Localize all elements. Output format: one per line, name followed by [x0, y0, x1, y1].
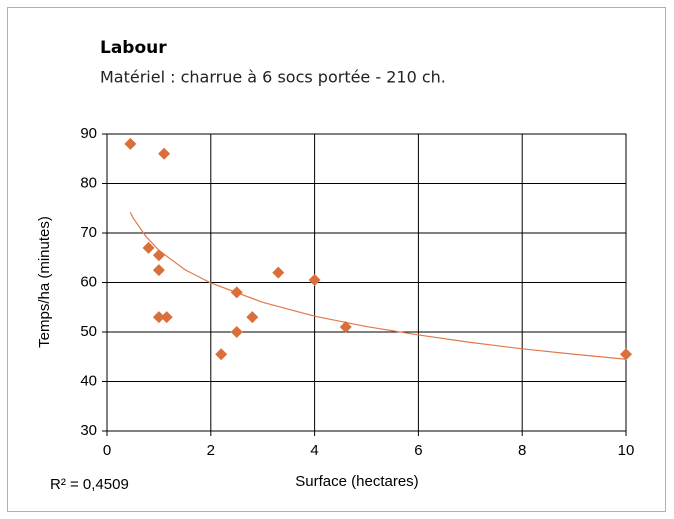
y-tick-label: 60	[80, 273, 97, 290]
y-tick-label: 40	[80, 372, 97, 389]
x-tick-label: 10	[618, 442, 635, 459]
trendline	[129, 211, 627, 360]
point	[124, 137, 137, 150]
point	[152, 311, 165, 324]
x-tick-label: 8	[518, 442, 526, 459]
point	[160, 311, 173, 324]
plot-border	[106, 133, 627, 432]
y-tick-label: 80	[80, 174, 97, 191]
point	[158, 147, 171, 160]
chart-title: Labour	[100, 38, 167, 58]
point	[230, 326, 243, 338]
point	[620, 348, 632, 361]
point	[339, 321, 352, 334]
x-axis-label: Surface (hectares)	[295, 473, 418, 490]
point	[272, 266, 285, 279]
y-tick-label: 90	[80, 125, 97, 142]
x-tick-label: 2	[207, 442, 215, 459]
x-tick-label: 4	[310, 442, 318, 459]
point	[142, 241, 155, 254]
y-tick-label: 70	[80, 224, 97, 241]
point	[152, 264, 165, 277]
point	[230, 286, 243, 299]
y-tick-label: 50	[80, 323, 97, 340]
r-squared: R² = 0,4509	[50, 476, 129, 493]
frame	[7, 7, 666, 512]
point	[215, 348, 228, 361]
x-tick-label: 0	[103, 442, 111, 459]
point	[308, 274, 321, 287]
point	[246, 311, 259, 324]
x-tick-label: 6	[414, 442, 422, 459]
y-axis-label: Temps/ha (minutes)	[36, 216, 53, 348]
chart-subtitle: Matériel : charrue à 6 socs portée - 210…	[100, 68, 446, 87]
y-tick-label: 30	[80, 422, 97, 439]
point	[152, 249, 165, 262]
